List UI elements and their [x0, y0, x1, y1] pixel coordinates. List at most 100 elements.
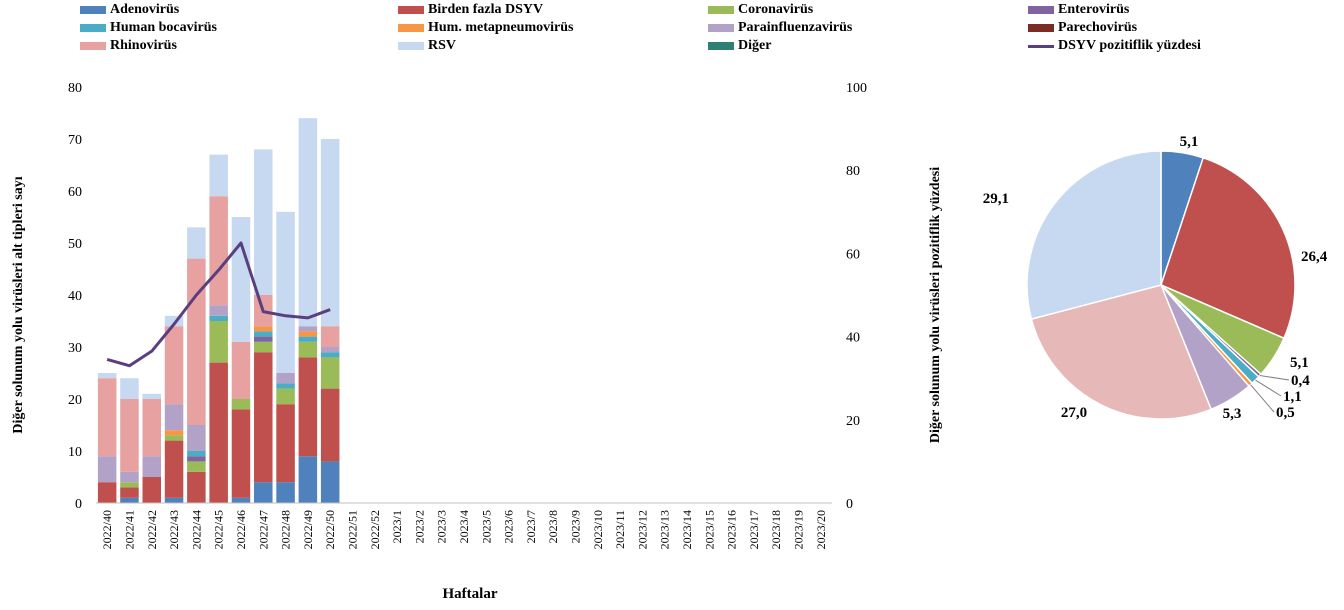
x-tick-label: 2022/45 — [212, 510, 226, 549]
x-tick-label: 2022/44 — [189, 510, 203, 549]
x-tick-label: 2023/4 — [457, 510, 471, 543]
pie-slice — [1026, 150, 1162, 321]
y-tick-label: 10 — [68, 445, 82, 460]
x-tick-label: 2023/2 — [412, 510, 426, 543]
legend-label: Human bocavirüs — [110, 20, 217, 35]
bar-segment-adenovirus — [254, 482, 273, 503]
stacked-bar-chart — [97, 118, 340, 503]
pie-data-label: 27,0 — [1061, 405, 1087, 421]
x-tick-label: 2023/8 — [546, 510, 560, 543]
bar-segment-coronavirus — [320, 357, 340, 389]
bar-segment-human-bocavirus — [187, 451, 206, 457]
legend-swatch — [398, 42, 424, 50]
x-tick-label: 2023/17 — [747, 510, 761, 549]
bar-segment-coronavirus — [164, 435, 184, 441]
bar-segment-rsv — [254, 149, 273, 295]
legend-item-coronavirus: Coronavirüs — [708, 2, 813, 18]
x-tick-label: 2023/18 — [769, 510, 783, 549]
bar-segment-birden-fazla-dsyv — [120, 487, 139, 498]
x-tick-label: 2022/40 — [100, 510, 114, 549]
pie-leader-line — [1259, 374, 1290, 381]
x-tick-label: 2022/48 — [279, 510, 293, 549]
bar-segment-coronavirus — [231, 399, 251, 410]
y-tick-label: 20 — [68, 393, 82, 408]
pie-data-label: 5,1 — [1180, 134, 1199, 150]
bar-segment-rsv — [187, 227, 206, 259]
pie-data-label: 1,1 — [1283, 389, 1302, 405]
bar-segment-coronavirus — [254, 341, 273, 353]
pie-data-label: 5,1 — [1290, 355, 1309, 371]
bar-segment-human-bocavirus — [276, 383, 295, 389]
bar-segment-coronavirus — [209, 321, 228, 363]
bar-segment-enterovirus — [254, 336, 273, 342]
bar-segment-enterovirus — [187, 456, 206, 462]
legend-item-rsv: RSV — [398, 38, 456, 54]
x-tick-label: 2023/10 — [591, 510, 605, 549]
bar-segment-birden-fazla-dsyv — [164, 440, 184, 498]
bar-segment-human-bocavirus — [209, 315, 228, 321]
x-tick-label: 2023/5 — [479, 510, 493, 543]
legend-swatch — [80, 24, 106, 32]
legend-swatch — [708, 42, 734, 50]
legend-item-human-bocavirus: Human bocavirüs — [80, 20, 217, 36]
x-tick-label: 2023/1 — [390, 510, 404, 543]
pie-chart: 5,1 26,4 5,1 0,41,10,5 5,3 27,0 29,1 — [983, 134, 1328, 422]
bar-segment-adenovirus — [120, 497, 139, 503]
y2-tick-label: 20 — [846, 414, 860, 429]
y2-tick-label: 0 — [846, 497, 853, 512]
pie-slice — [1160, 156, 1296, 340]
bar-segment-parainfluenzavirus — [209, 305, 228, 316]
pie-data-label: 29,1 — [983, 191, 1009, 207]
bar-segment-hum-metapneumovirus — [254, 326, 273, 332]
bar-segment-adenovirus — [320, 461, 340, 503]
legend-swatch — [398, 6, 424, 14]
y-axis-title: Diğer solunum yolu virüsleri alt tipleri… — [11, 176, 26, 433]
x-tick-label: 2023/20 — [814, 510, 828, 549]
legend-item-dsyv-pozitiflik-yuzdesi: DSYV pozitiflik yüzdesi — [1028, 38, 1201, 54]
pie-data-label: 5,3 — [1223, 406, 1242, 422]
pie-data-label: 26,4 — [1301, 249, 1328, 265]
bar-segment-birden-fazla-dsyv — [254, 352, 273, 483]
x-tick-label: 2023/16 — [725, 510, 739, 549]
bar-segment-parainfluenzavirus — [276, 373, 295, 384]
pie-leader-line — [1255, 379, 1282, 397]
legend-label: Coronavirüs — [738, 2, 814, 17]
legend-label: Hum. metapneumovirüs — [428, 20, 574, 35]
bar-segment-rhinovirus — [231, 341, 251, 399]
pie-slice — [1030, 284, 1213, 420]
legend-item-parainfluenzavirus: Parainfluenzavirüs — [708, 20, 852, 36]
x-tick-label: 2022/47 — [256, 510, 270, 549]
legend-item-diger: Diğer — [708, 38, 771, 54]
legend-label: Birden fazla DSYV — [428, 2, 544, 17]
bar-segment-rsv — [164, 315, 184, 327]
bar-segment-rhinovirus — [164, 326, 184, 405]
x-tick-label: 2023/6 — [502, 510, 516, 543]
x-tick-label: 2023/12 — [635, 510, 649, 549]
x-tick-label: 2022/46 — [234, 510, 248, 549]
bar-segment-rsv — [320, 139, 340, 327]
legend-label: Parainfluenzavirüs — [738, 20, 853, 35]
y2-tick-label: 80 — [846, 164, 860, 179]
x-tick-label: 2023/13 — [658, 510, 672, 549]
x-tick-label: 2023/7 — [524, 510, 538, 543]
bar-segment-rsv — [142, 393, 162, 399]
legend-swatch — [80, 42, 106, 50]
bar-segment-birden-fazla-dsyv — [298, 357, 318, 457]
bar-segment-adenovirus — [164, 497, 184, 503]
x-tick-label: 2022/43 — [167, 510, 181, 549]
legend-swatch — [1028, 44, 1054, 48]
y-tick-label: 50 — [68, 237, 82, 252]
bar-segment-parainfluenzavirus — [142, 456, 162, 477]
y2-tick-label: 60 — [846, 247, 860, 262]
y-tick-label: 80 — [68, 81, 82, 96]
y-tick-label: 70 — [68, 133, 82, 148]
bar-segment-parainfluenzavirus — [298, 326, 318, 332]
line-dsyv-pozitiflik-yuzdesi — [106, 241, 331, 368]
bar-segment-rhinovirus — [187, 258, 206, 425]
legend-swatch — [708, 6, 734, 14]
bar-segment-parainfluenzavirus — [187, 425, 206, 451]
legend-label: Diğer — [738, 38, 772, 53]
legend-label: RSV — [428, 38, 457, 53]
bar-segment-birden-fazla-dsyv — [320, 388, 340, 462]
